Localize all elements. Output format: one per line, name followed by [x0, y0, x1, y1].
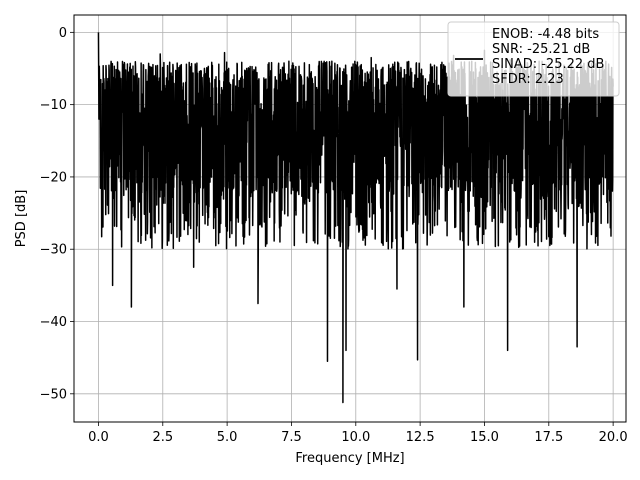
x-tick-label: 20.0 — [599, 430, 628, 445]
axes-frame — [73, 14, 627, 423]
legend-entry-sfdr: SFDR: 2.23 — [492, 72, 564, 87]
legend-entry-sinad: SINAD: -25.22 dB — [492, 57, 604, 72]
y-axis-ticks: 0 −10 −20 −30 −40 −50 — [40, 26, 74, 402]
y-tick-label: −40 — [40, 315, 67, 330]
legend-entry-enob: ENOB: -4.48 bits — [492, 27, 599, 42]
y-tick-label: −10 — [40, 98, 67, 113]
x-axis-label: Frequency [MHz] — [295, 451, 404, 466]
x-tick-label: 5.0 — [217, 430, 238, 445]
x-tick-label: 2.5 — [152, 430, 173, 445]
y-tick-label: −50 — [40, 387, 67, 402]
x-tick-label: 12.5 — [406, 430, 435, 445]
y-tick-label: 0 — [59, 26, 67, 41]
y-tick-label: −30 — [40, 243, 67, 258]
x-axis-ticks: 0.0 2.5 5.0 7.5 10.0 12.5 15.0 17.5 20.0 — [88, 422, 628, 445]
legend-entry-snr: SNR: -25.21 dB — [492, 42, 590, 57]
x-tick-label: 17.5 — [534, 430, 563, 445]
y-tick-label: −20 — [40, 170, 67, 185]
x-tick-label: 7.5 — [281, 430, 302, 445]
x-tick-label: 10.0 — [341, 430, 370, 445]
legend: ENOB: -4.48 bits SNR: -25.21 dB SINAD: -… — [447, 21, 620, 97]
x-tick-label: 0.0 — [88, 430, 109, 445]
x-tick-label: 15.0 — [470, 430, 499, 445]
legend-box — [447, 21, 620, 97]
y-axis-label: PSD [dB] — [14, 190, 29, 248]
